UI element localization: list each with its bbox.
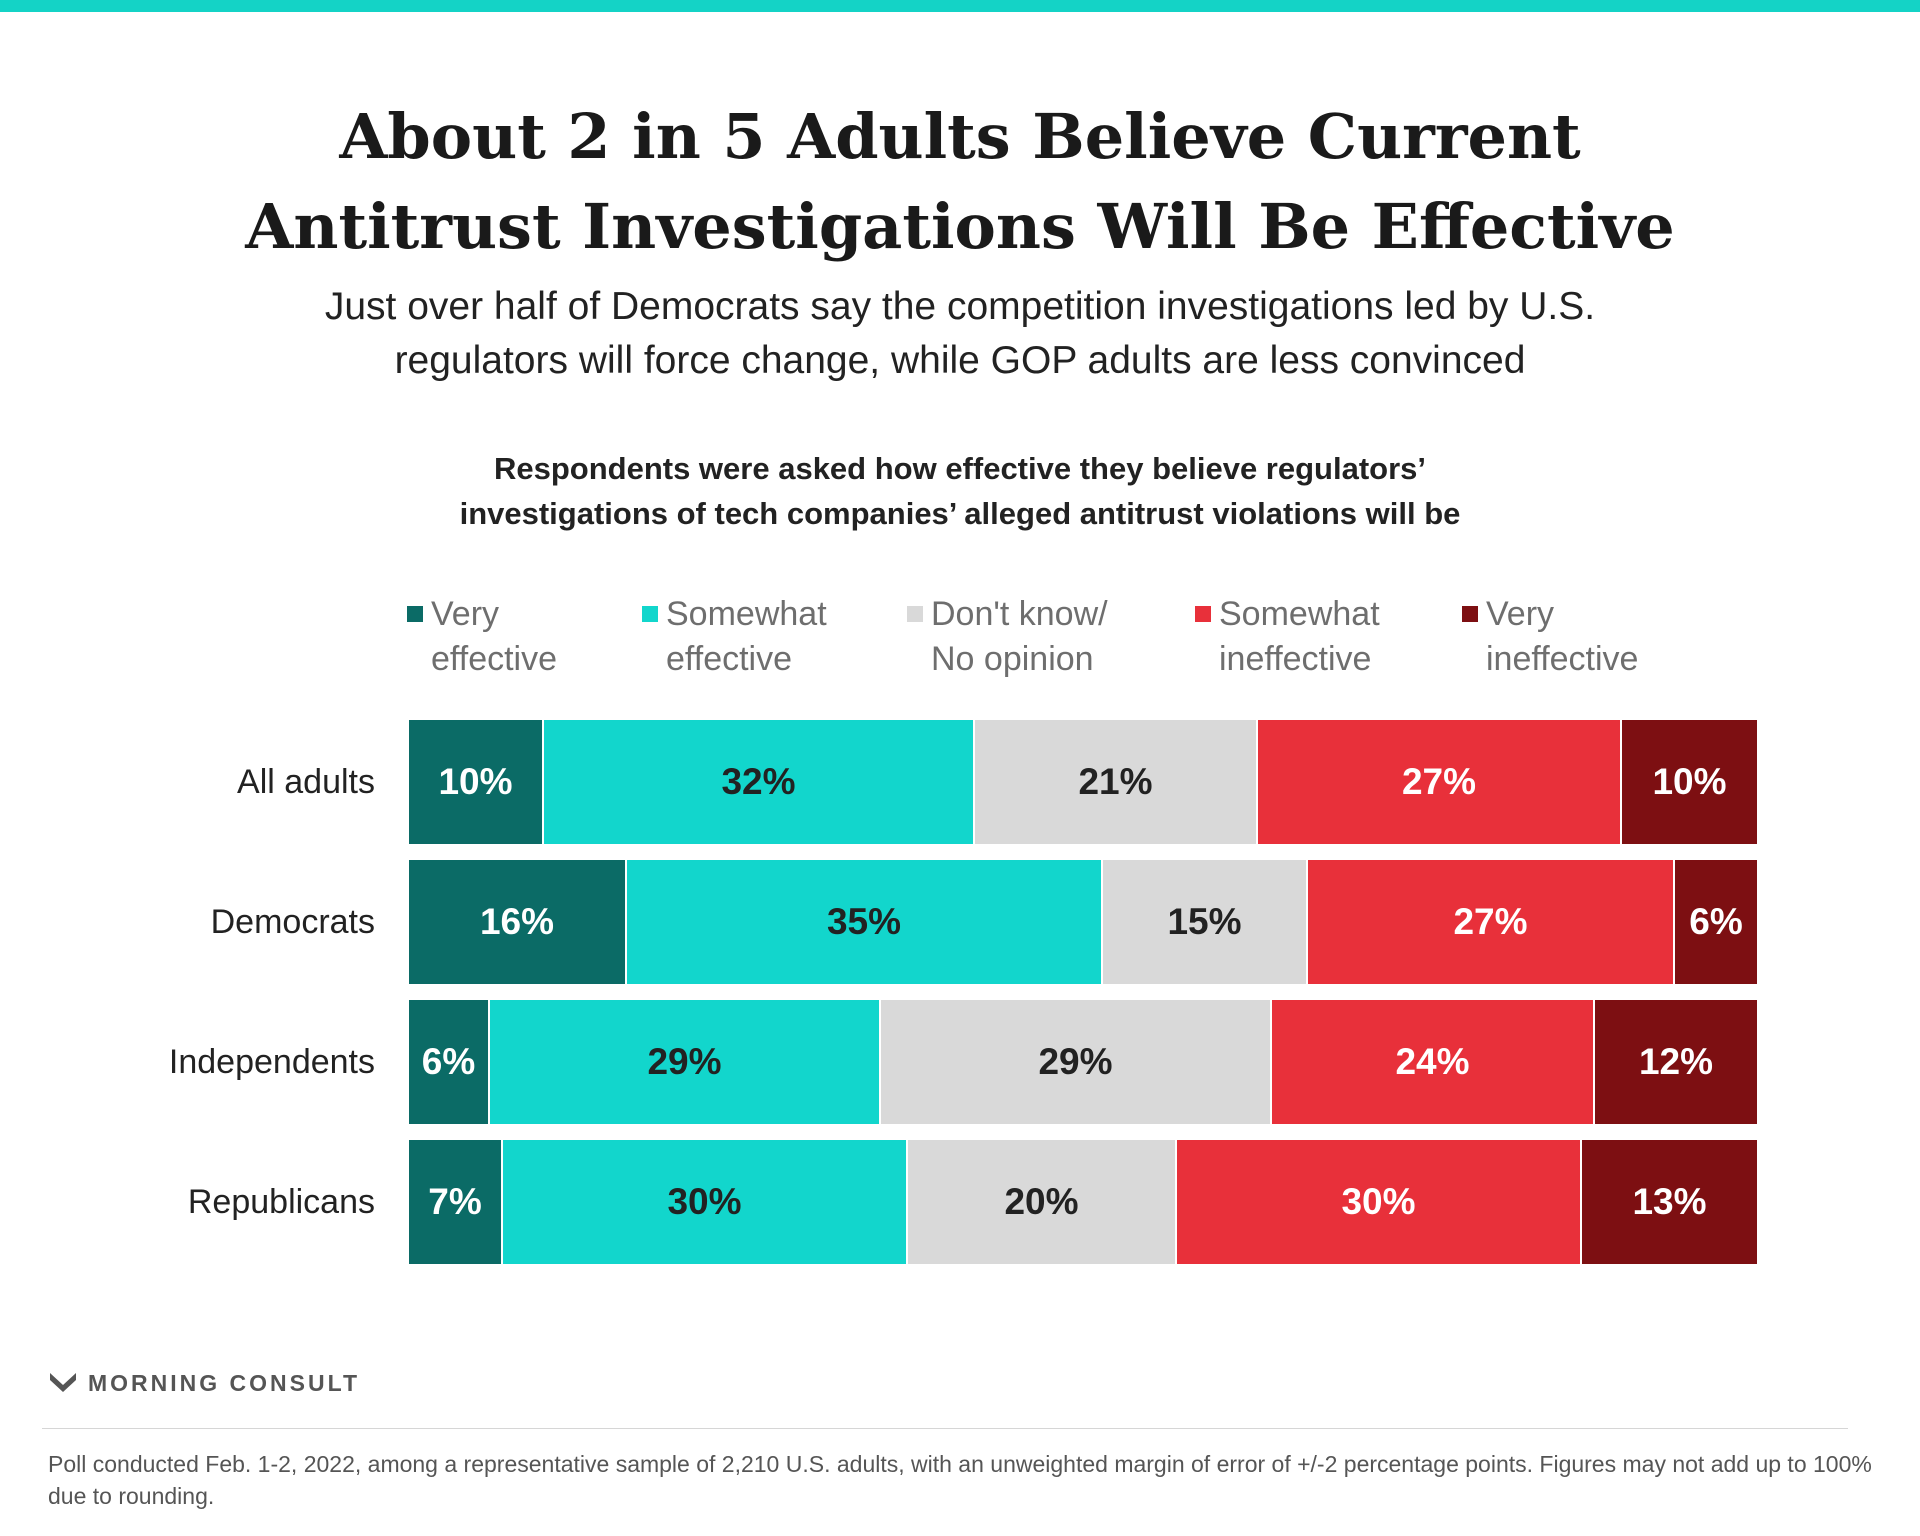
bar-segment: 6%: [409, 1000, 490, 1124]
legend-label-line: effective: [431, 640, 558, 678]
legend-label-line: Very: [1486, 595, 1555, 633]
bar-segment-label: 24%: [1395, 1041, 1470, 1082]
bar-segment: 10%: [409, 720, 544, 844]
bar-segment-label: 27%: [1401, 761, 1477, 802]
survey-question-line-2: investigations of tech companies’ allege…: [459, 496, 1461, 531]
bar-segment: 20%: [908, 1140, 1177, 1264]
legend-label: Somewhat effective: [666, 592, 906, 682]
legend-label-line: ineffective: [1486, 640, 1639, 678]
bar-segment: 16%: [409, 860, 627, 984]
bar-segment: 15%: [1103, 860, 1308, 984]
bar-segment: 30%: [1177, 1140, 1582, 1264]
chart-title: About 2 in 5 Adults Believe Current Anti…: [0, 92, 1920, 272]
morning-consult-chevron-icon: [50, 1373, 76, 1392]
bar-row: 7% 30% 20% 30% 13%: [409, 1140, 1757, 1264]
logo-wordmark: MORNING CONSULT: [88, 1370, 361, 1396]
bar-segment-label: 15%: [1167, 901, 1242, 942]
row-label: Independents: [168, 1043, 375, 1081]
legend-swatch: [907, 606, 923, 622]
row-label: Democrats: [210, 903, 375, 941]
chart-subtitle-line-1: Just over half of Democrats say the comp…: [324, 285, 1596, 328]
chart-title-line-1: About 2 in 5 Adults Believe Current: [339, 100, 1581, 173]
bar-segment-label: 29%: [647, 1041, 722, 1082]
legend-label-line: Very: [431, 595, 500, 633]
bar-segment: 12%: [1595, 1000, 1757, 1124]
bar-segment: 10%: [1622, 720, 1757, 844]
bar-segment: 13%: [1582, 1140, 1757, 1264]
bar-segment-label: 6%: [1689, 901, 1743, 942]
legend-label-line: effective: [666, 640, 793, 678]
bar-segment: 21%: [975, 720, 1258, 844]
bar-segment-label: 10%: [1652, 761, 1727, 802]
bar-segment-label: 10%: [438, 761, 513, 802]
bar-segment-label: 35%: [826, 901, 902, 942]
bar-segment: 29%: [490, 1000, 881, 1124]
bar-segment-label: 29%: [1038, 1041, 1113, 1082]
bar-row: 10% 32% 21% 27% 10%: [409, 720, 1757, 844]
bar-segment: 27%: [1308, 860, 1675, 984]
top-accent-bar: [0, 0, 1920, 12]
bar-segment-label: 27%: [1453, 901, 1528, 942]
row-label: All adults: [237, 763, 375, 801]
chart-title-line-2: Antitrust Investigations Will Be Effecti…: [245, 190, 1675, 263]
bar-segment-label: 7%: [428, 1181, 482, 1222]
legend-swatch: [642, 606, 658, 622]
bar-segment-label: 30%: [667, 1181, 742, 1222]
legend-label-line: Somewhat: [1219, 595, 1380, 633]
legend-label: Don't know/No opinion: [931, 592, 1171, 682]
bar-row: 6% 29% 29% 24% 12%: [409, 1000, 1757, 1124]
survey-question-line-1: Respondents were asked how effective the…: [493, 451, 1427, 486]
bar-segment-label: 21%: [1078, 761, 1153, 802]
bar-segment-label: 12%: [1638, 1041, 1714, 1082]
legend-label-line: Don't know/: [931, 595, 1108, 633]
bar-segment: 29%: [881, 1000, 1272, 1124]
bar-segment: 24%: [1272, 1000, 1595, 1124]
legend-swatch: [1195, 606, 1211, 622]
methodology-footnote: Poll conducted Feb. 1-2, 2022, among a r…: [48, 1451, 1872, 1509]
legend-swatch: [407, 606, 423, 622]
bar-segment: 35%: [627, 860, 1103, 984]
legend-label: Very ineffective: [1486, 592, 1726, 682]
bar-segment: 6%: [1675, 860, 1757, 984]
bar-segment-label: 30%: [1341, 1181, 1416, 1222]
legend-label: Very effective: [431, 592, 671, 682]
legend-label-line: ineffective: [1219, 640, 1372, 678]
legend-label-line: No opinion: [931, 640, 1094, 678]
legend-label: Somewhat ineffective: [1219, 592, 1459, 682]
survey-question: Respondents were asked how effective the…: [0, 446, 1920, 536]
row-label: Republicans: [187, 1183, 375, 1221]
bar-segment-label: 16%: [479, 901, 555, 942]
bar-segment: 30%: [503, 1140, 908, 1264]
chart-subtitle: Just over half of Democrats say the comp…: [0, 280, 1920, 388]
bar-segment-label: 6%: [421, 1041, 476, 1082]
bar-segment: 27%: [1258, 720, 1622, 844]
legend-label-line: Somewhat: [666, 595, 827, 633]
legend-swatch: [1462, 606, 1478, 622]
chart-subtitle-line-2: regulators will force change, while GOP …: [394, 339, 1526, 382]
bar-segment-label: 20%: [1004, 1181, 1079, 1222]
bar-segment: 32%: [544, 720, 975, 844]
bar-row: 16% 35% 15% 27% 6%: [409, 860, 1757, 984]
bar-segment: 7%: [409, 1140, 503, 1264]
bar-segment-label: 32%: [721, 761, 796, 802]
footer-divider: [42, 1428, 1848, 1429]
bar-segment-label: 13%: [1632, 1181, 1707, 1222]
